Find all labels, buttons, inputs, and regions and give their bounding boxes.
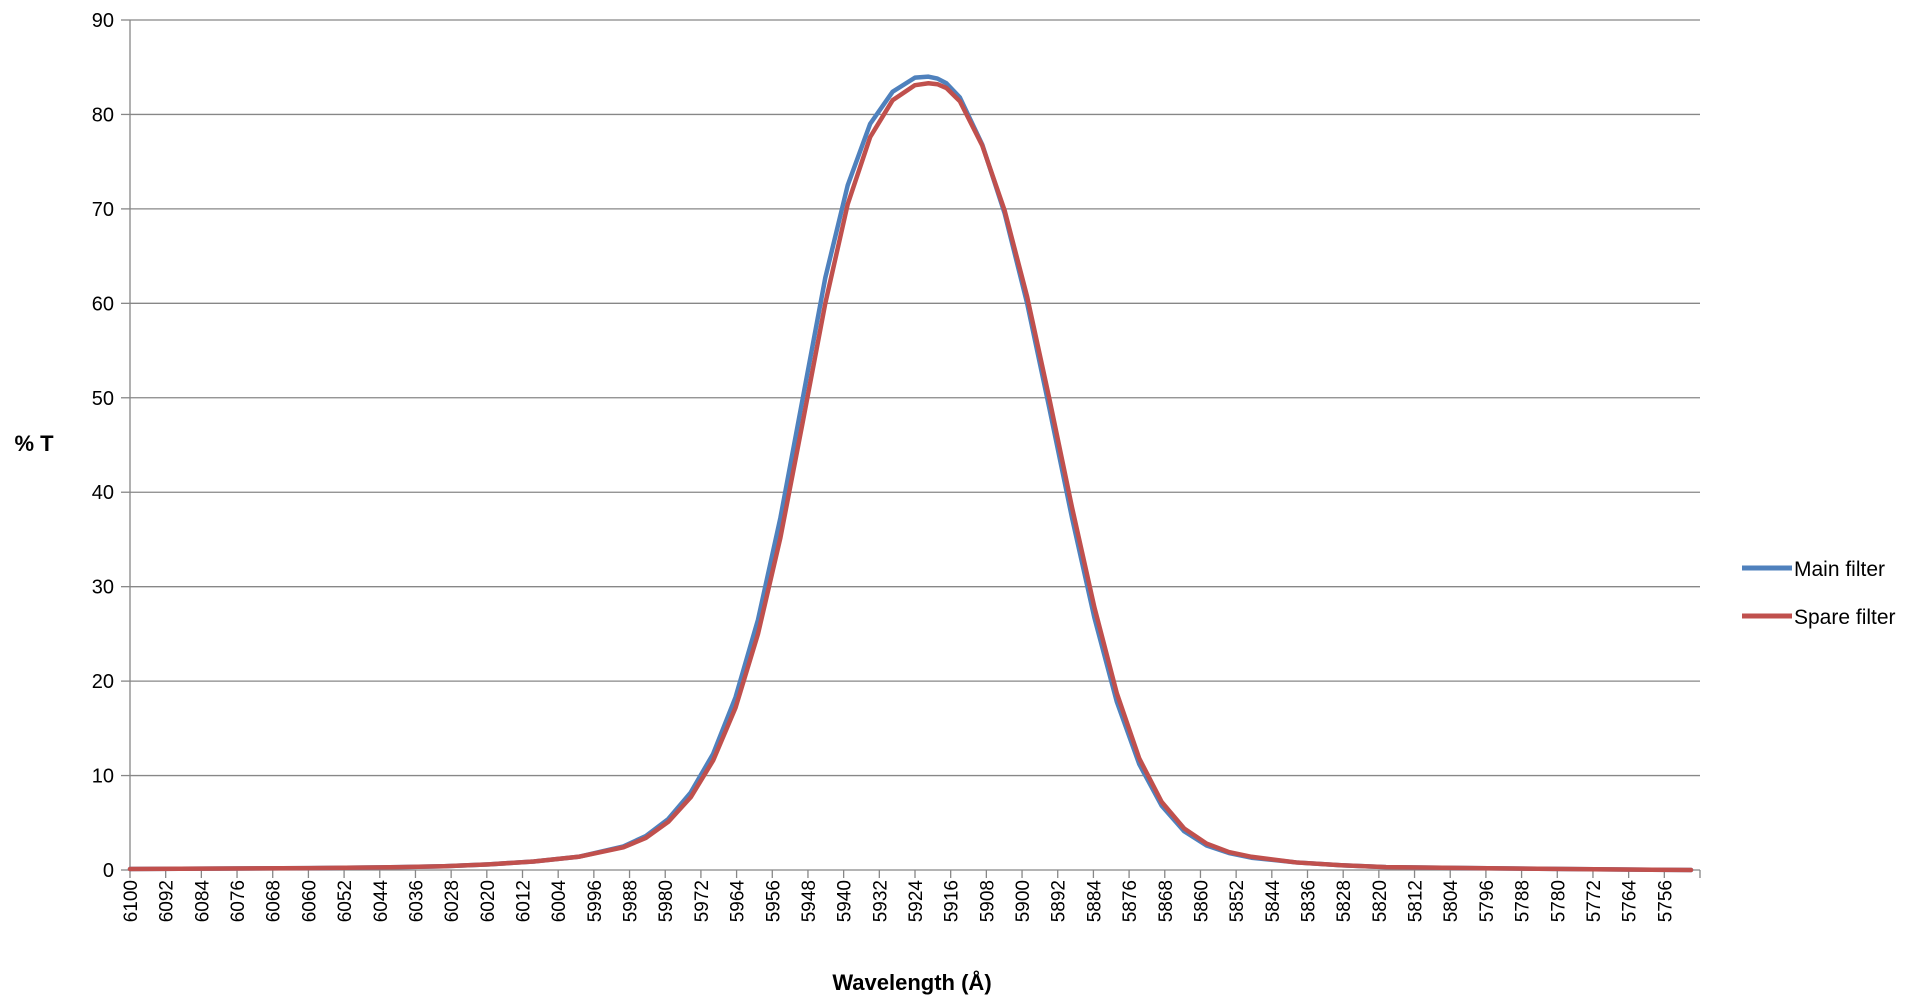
y-tick-label: 80 (92, 104, 114, 126)
y-axis-title: % T (14, 431, 54, 456)
x-tick-label: 6020 (478, 880, 499, 922)
x-tick-label: 5804 (1441, 880, 1462, 923)
x-tick-label: 5892 (1049, 880, 1070, 922)
x-tick-label: 5820 (1370, 880, 1391, 922)
x-tick-label: 5788 (1513, 880, 1534, 922)
y-tick-label: 60 (92, 293, 114, 315)
x-tick-label: 5844 (1263, 880, 1284, 923)
x-tick-label: 6028 (442, 880, 463, 922)
x-tick-label: 5948 (799, 880, 820, 922)
x-tick-label: 5756 (1655, 880, 1676, 922)
y-tick-label: 70 (92, 199, 114, 221)
x-tick-label: 5972 (692, 880, 713, 922)
y-tick-labels: 0 10 20 30 40 50 60 70 80 90 (92, 10, 114, 882)
x-tick-label: 5828 (1334, 880, 1355, 922)
x-tick-label: 5908 (977, 880, 998, 922)
x-tick-label: 6044 (371, 880, 392, 923)
y-tick-label: 30 (92, 577, 114, 599)
x-tick-label: 5956 (763, 880, 784, 922)
x-tick-labels: 6100 6092 6084 6076 6068 6060 6052 6044 6036 6028… (121, 880, 1676, 923)
y-tick-label: 90 (92, 10, 114, 32)
legend: Main filter Spare filter (1742, 558, 1896, 629)
series-line-main-filter (127, 74, 1694, 873)
x-tick-label: 5780 (1548, 880, 1569, 922)
x-axis-title: Wavelength (Å) (832, 969, 991, 995)
x-tick-label: 5764 (1620, 880, 1641, 923)
y-tick-label: 50 (92, 388, 114, 410)
x-tick-label: 6092 (157, 880, 178, 922)
y-tick-label: 40 (92, 482, 114, 504)
x-tick-label: 5860 (1191, 880, 1212, 922)
x-tick-label: 5940 (835, 880, 856, 922)
series-lines (127, 74, 1694, 873)
x-tick-label: 6068 (264, 880, 285, 922)
x-tick-label: 6052 (335, 880, 356, 922)
x-tick-label: 6012 (514, 880, 535, 922)
legend-label: Main filter (1794, 558, 1885, 581)
y-tick-label: 20 (92, 671, 114, 693)
x-tick-label: 5876 (1120, 880, 1141, 922)
x-tick-label: 5900 (1013, 880, 1034, 922)
x-tick-label: 5924 (906, 880, 927, 923)
x-tick-label: 6084 (192, 880, 213, 923)
x-tick-label: 6036 (406, 880, 427, 922)
y-tick-label: 0 (103, 860, 114, 882)
x-tick-label: 5772 (1584, 880, 1605, 922)
x-tick-label: 5868 (1156, 880, 1177, 922)
x-tick-label: 5988 (621, 880, 642, 922)
x-tick-label: 5836 (1299, 880, 1320, 922)
x-tick-label: 6100 (121, 880, 142, 922)
x-tick-label: 5964 (728, 880, 749, 923)
x-tick-label: 5796 (1477, 880, 1498, 922)
x-tick-label: 5916 (942, 880, 963, 922)
x-tick-label: 5852 (1227, 880, 1248, 922)
x-tick-label: 5812 (1406, 880, 1427, 922)
x-tick-label: 6004 (549, 880, 570, 923)
gridlines (130, 19, 1700, 777)
y-tick-label: 10 (92, 766, 114, 788)
x-tick-label: 5996 (585, 880, 606, 922)
axes (121, 19, 1701, 878)
x-tick-label: 5884 (1084, 880, 1105, 923)
x-tick-label: 5980 (656, 880, 677, 922)
series-line-spare-filter (127, 81, 1694, 873)
x-tick-label: 6060 (299, 880, 320, 922)
legend-label: Spare filter (1794, 606, 1896, 629)
x-tick-label: 6076 (228, 880, 249, 922)
x-tick-label: 5932 (870, 880, 891, 922)
